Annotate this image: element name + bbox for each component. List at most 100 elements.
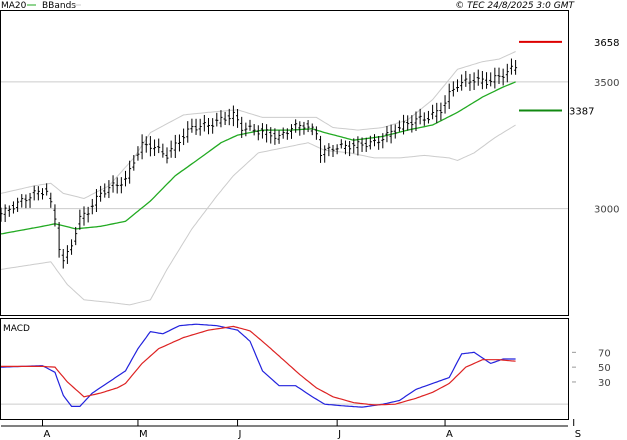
price-bar (153, 139, 157, 156)
price-bar (144, 136, 148, 153)
price-axis-labels: 3500 3000 70 50 30 (594, 78, 619, 389)
price-bar (377, 136, 381, 150)
price-bar (514, 60, 518, 75)
price-bar (244, 122, 248, 137)
price-bar (389, 124, 393, 144)
price-bar (202, 114, 206, 132)
price-bar (236, 108, 240, 128)
price-bar (435, 102, 439, 124)
x-tick-label: S (575, 429, 581, 440)
price-bar (119, 177, 123, 194)
price-bar (207, 118, 210, 135)
resistance-level-label: 3658 (594, 38, 619, 49)
price-bar (298, 121, 302, 136)
price-bar (426, 110, 430, 124)
price-bar (252, 124, 256, 136)
price-bar (331, 144, 335, 158)
price-bar (78, 209, 82, 230)
price-bar (456, 79, 459, 92)
price-bar (381, 133, 385, 149)
price-bar (273, 128, 277, 145)
price-bar (36, 186, 40, 201)
ma20-series (0, 81, 516, 235)
price-bar (227, 108, 231, 126)
price-bar (94, 189, 98, 213)
price-bar (368, 135, 372, 150)
price-bar (20, 194, 24, 208)
price-bar (323, 145, 327, 163)
price-bar (451, 81, 455, 97)
price-bar (385, 125, 389, 143)
price-bar (310, 123, 314, 136)
price-bar (148, 136, 152, 157)
price-bar (90, 198, 94, 215)
ma20-line (0, 81, 516, 235)
price-bar (194, 118, 198, 135)
price-bar (348, 140, 352, 157)
price-bar (373, 134, 376, 147)
price-bar (165, 147, 169, 164)
support-level-label: 3387 (569, 107, 594, 118)
price-bar (99, 185, 103, 202)
price-bar (306, 120, 310, 133)
macd-panel-frame (0, 318, 569, 420)
source-note: © TEC 24/8/2025 3:0 GMT (455, 1, 575, 11)
price-bar (497, 67, 501, 84)
price-bar (16, 197, 20, 212)
price-bar (410, 115, 414, 133)
price-bar (41, 188, 44, 200)
x-tick-label: J (337, 429, 341, 440)
price-bar (260, 123, 264, 139)
price-bar (302, 121, 306, 135)
price-bar (356, 136, 360, 156)
price-bar (360, 137, 364, 152)
price-bar (505, 63, 509, 83)
price-bar (314, 126, 318, 140)
price-bar (111, 175, 115, 193)
price-bar (107, 180, 111, 199)
macd-series (1, 323, 516, 408)
x-tick-label: M (139, 429, 148, 440)
price-bar (182, 128, 186, 146)
price-bar (248, 119, 252, 131)
price-bar (418, 108, 422, 125)
price-bar (397, 120, 401, 132)
legend-bbands: BBands (42, 1, 76, 11)
price-bar (0, 207, 3, 222)
price-bar (431, 104, 435, 120)
x-tick-label: A (446, 429, 453, 440)
macd-title: MACD (3, 324, 30, 334)
price-bar (115, 177, 119, 194)
price-bar (476, 69, 480, 86)
price-bar (493, 67, 497, 89)
price-bar (414, 111, 418, 131)
price-bar (406, 115, 410, 131)
price-bar (485, 72, 489, 89)
price-bar (215, 112, 219, 127)
price-bar (161, 143, 165, 158)
bbands-upper-line (0, 51, 516, 200)
price-bar (61, 248, 65, 269)
price-bar (290, 124, 293, 139)
price-bar (335, 144, 339, 155)
price-bar (219, 110, 223, 128)
price-tick-label-3000: 3000 (594, 205, 619, 216)
price-bar (173, 134, 177, 158)
price-bar (281, 127, 285, 139)
price-bar (447, 83, 451, 110)
price-bar (49, 192, 53, 208)
gridlines (1, 81, 576, 405)
price-bar (294, 119, 298, 133)
x-tick-label: J (238, 429, 242, 440)
price-bar (211, 118, 215, 134)
price-bar (190, 118, 194, 133)
price-bar (45, 183, 49, 196)
price-bar (319, 135, 323, 163)
macd-line (1, 323, 516, 408)
price-bar (352, 138, 356, 154)
price-bars (0, 58, 518, 269)
bbands-lower-line (0, 124, 516, 306)
signal-line (1, 325, 516, 406)
price-bar (132, 155, 136, 171)
price-panel-frame (0, 10, 569, 316)
